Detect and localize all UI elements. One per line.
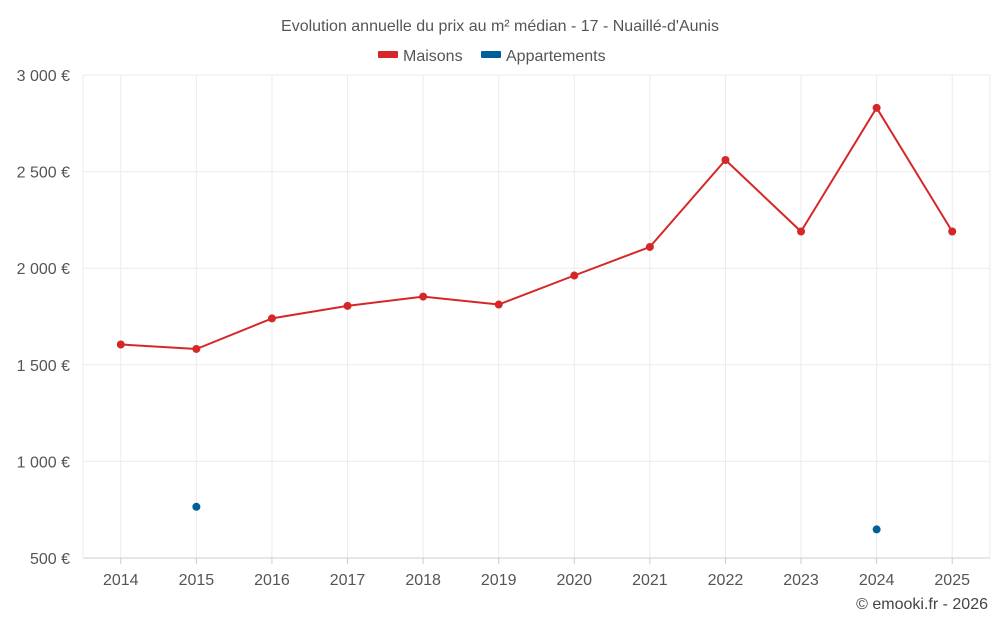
data-point-maisons[interactable]: [797, 227, 806, 236]
x-tick-label: 2017: [330, 572, 366, 589]
legend-swatch-appartements: [481, 51, 501, 58]
data-point-maisons[interactable]: [948, 227, 957, 236]
grid: [83, 74, 990, 558]
legend-label-maisons: Maisons: [403, 48, 463, 65]
data-point-maisons[interactable]: [192, 344, 201, 353]
x-tick-label: 2014: [103, 572, 139, 589]
x-tick-label: 2022: [708, 572, 744, 589]
data-point-maisons[interactable]: [872, 103, 881, 112]
data-point-maisons[interactable]: [419, 292, 428, 301]
x-tick-label: 2024: [859, 572, 895, 589]
x-tick-label: 2023: [783, 572, 819, 589]
data-point-maisons[interactable]: [645, 242, 654, 251]
data-point-maisons[interactable]: [721, 156, 730, 165]
legend-item-maisons[interactable]: Maisons: [378, 48, 463, 65]
data-point-appartements[interactable]: [192, 502, 201, 511]
chart-title: Evolution annuelle du prix au m² médian …: [281, 18, 719, 35]
x-tick-label: 2025: [934, 572, 970, 589]
legend: Maisons Appartements: [378, 48, 606, 65]
data-point-maisons[interactable]: [116, 340, 125, 349]
y-tick-label: 500 €: [30, 551, 70, 568]
y-tick-label: 1 500 €: [17, 358, 70, 375]
axes: 500 € 1 000 € 1 500 € 2 000 € 2 500 € 3 000 €…: [17, 68, 991, 589]
x-tick-label: 2015: [179, 572, 215, 589]
series-line-maisons: [120, 106, 954, 350]
y-tick-label: 3 000 €: [17, 68, 70, 85]
data-point-appartements[interactable]: [872, 525, 881, 534]
series-maisons: [116, 103, 957, 353]
x-tick-label: 2021: [632, 572, 668, 589]
legend-label-appartements: Appartements: [506, 48, 606, 65]
legend-item-appartements[interactable]: Appartements: [481, 48, 606, 65]
series-appartements: [192, 502, 881, 534]
x-tick-label: 2019: [481, 572, 517, 589]
x-tick-label: 2018: [405, 572, 441, 589]
x-tick-label: 2020: [556, 572, 592, 589]
x-tick-label: 2016: [254, 572, 290, 589]
y-tick-label: 2 500 €: [17, 165, 70, 182]
data-point-maisons[interactable]: [343, 301, 352, 310]
credit-text: © emooki.fr - 2026: [856, 596, 988, 613]
y-tick-label: 1 000 €: [17, 454, 70, 471]
data-point-maisons[interactable]: [267, 314, 276, 323]
legend-swatch-maisons: [378, 51, 398, 58]
series: [116, 103, 957, 534]
data-point-maisons[interactable]: [494, 300, 503, 309]
y-tick-label: 2 000 €: [17, 261, 70, 278]
data-point-maisons[interactable]: [570, 271, 579, 280]
